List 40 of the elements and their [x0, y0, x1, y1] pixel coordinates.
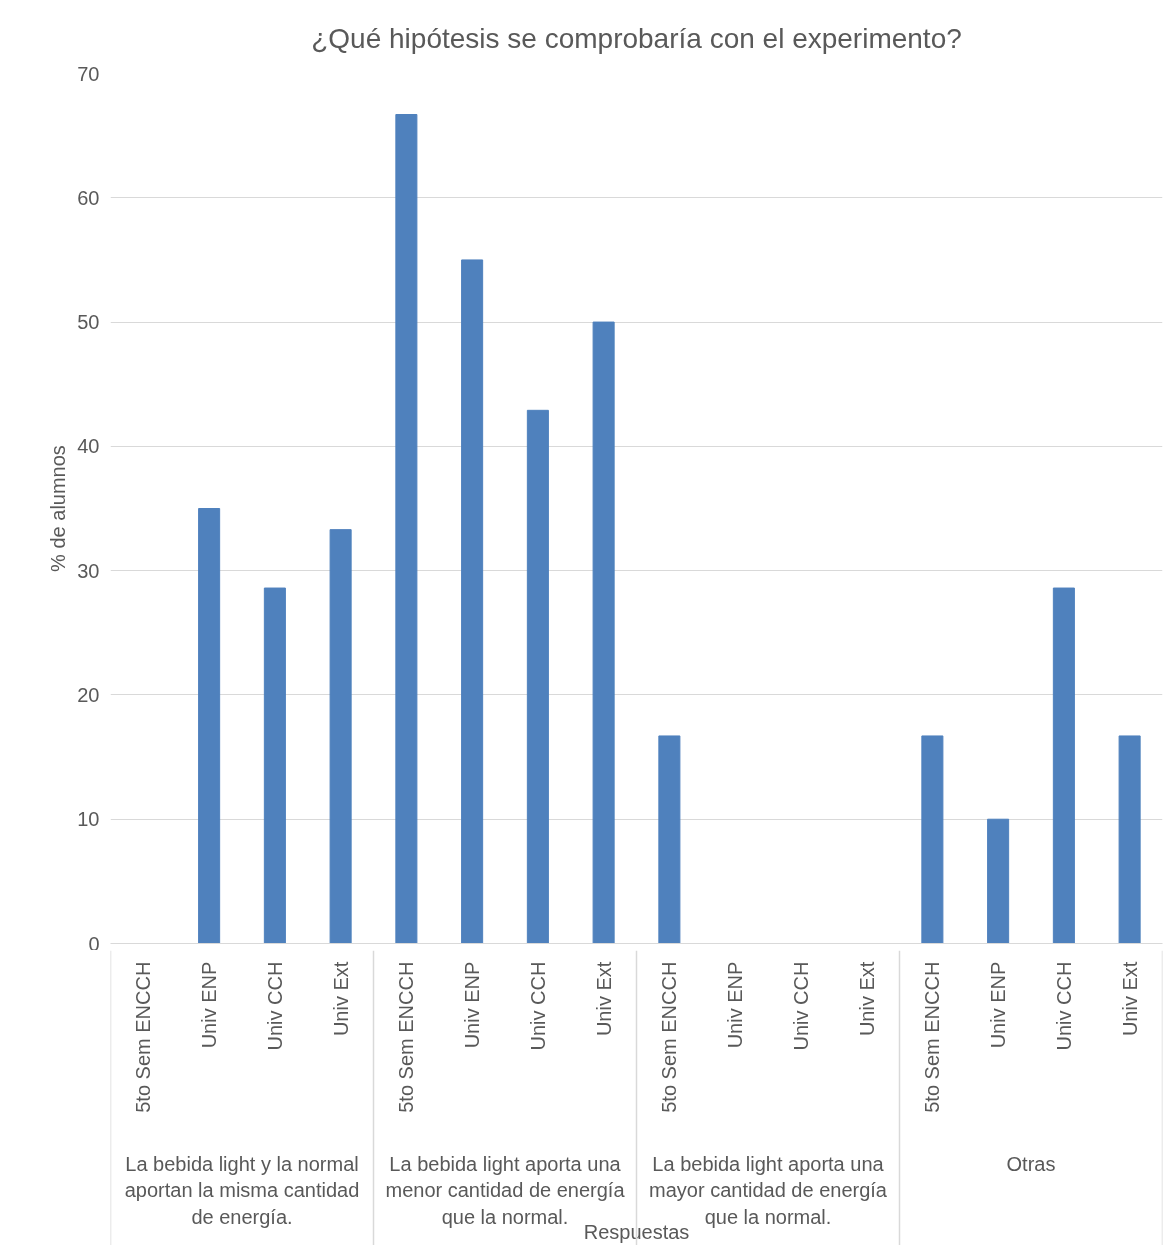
y-tick-label: 20 [77, 683, 100, 706]
text: Otras [1006, 1153, 1056, 1176]
x-tick-label: Univ CCH [789, 961, 812, 1051]
x-tick-label: 5to Sem ENCCH [658, 961, 681, 1113]
y-axis-title: % de alumnos [47, 445, 70, 572]
x-tick-label: Univ CCH [1052, 961, 1075, 1051]
bar [592, 321, 615, 944]
x-tick-label: Univ Ext [855, 961, 878, 1037]
y-tick-label: 0 [88, 932, 100, 955]
y-tick-label: 10 [77, 808, 100, 831]
x-tick-label: Univ CCH [526, 961, 549, 1051]
y-tick-label: 30 [77, 559, 100, 582]
bar [658, 735, 681, 944]
bar [921, 735, 944, 944]
y-tick-label: 70 [77, 62, 100, 85]
x-tick-label: Univ ENP [724, 961, 747, 1049]
x-tick-label: 5to Sem ENCCH [132, 961, 155, 1113]
x-tick-label: Univ Ext [329, 961, 352, 1037]
x-tick-label: Univ Ext [1118, 961, 1141, 1037]
bar [526, 409, 549, 944]
bar [329, 529, 352, 944]
bar [1118, 735, 1141, 944]
x-tick-label: Univ Ext [592, 961, 615, 1037]
x-tick-label: Univ ENP [198, 961, 221, 1049]
x-tick-label: Univ ENP [461, 961, 484, 1049]
y-tick-label: 60 [77, 186, 100, 209]
y-tick-label: 40 [77, 435, 100, 458]
bar [461, 259, 484, 944]
x-tick-label: Univ ENP [987, 961, 1010, 1049]
x-tick-label: Univ CCH [263, 961, 286, 1051]
bar [198, 508, 221, 944]
text: La bebida light y la normal aportan la misma cantidad de energía. [124, 1153, 360, 1228]
bar [1052, 587, 1075, 944]
chart-title: ¿Qué hipótesis se comprobaría con el experimento? [311, 22, 962, 54]
x-tick-label: 5to Sem ENCCH [395, 961, 418, 1113]
bar [263, 587, 286, 944]
x-tick-label: 5to Sem ENCCH [921, 961, 944, 1113]
bar [987, 818, 1010, 944]
y-tick-label: 50 [77, 311, 100, 334]
bar [395, 114, 418, 944]
